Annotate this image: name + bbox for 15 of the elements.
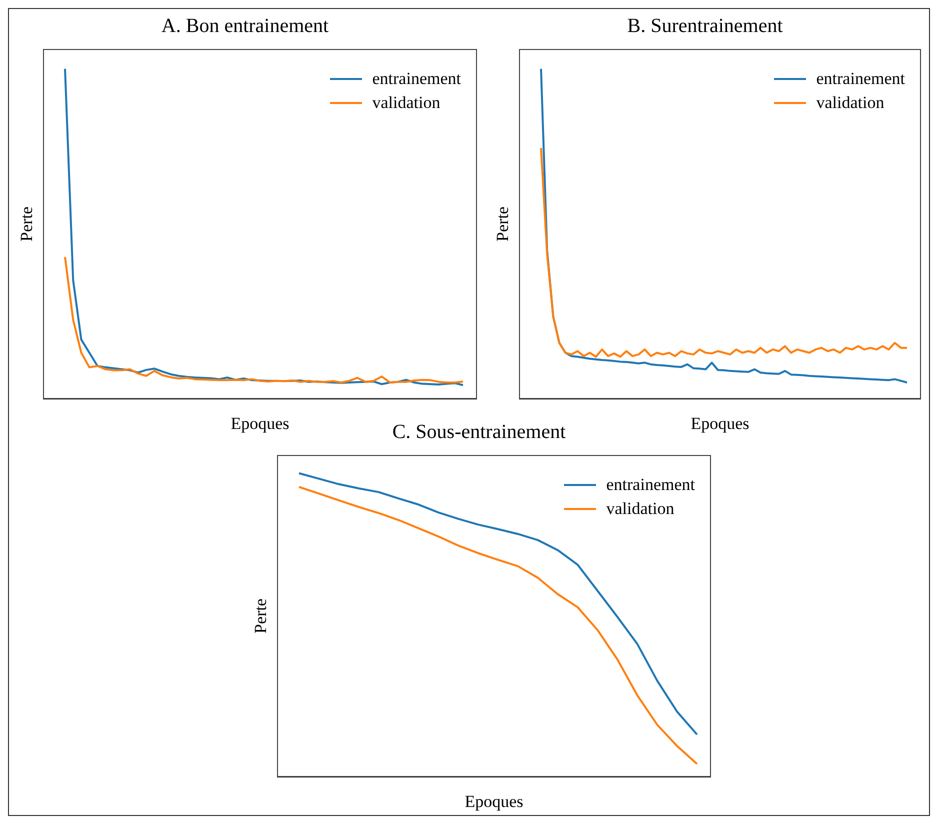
legend-label: validation — [606, 498, 674, 520]
y-axis-title: Perte — [493, 206, 513, 242]
y-axis-title: Perte — [251, 598, 271, 634]
chart-title: B. Surentrainement — [626, 14, 784, 39]
x-axis-title: Epoques — [230, 414, 290, 433]
chart-title: C. Sous-entrainement — [392, 421, 566, 443]
legend-label: entrainement — [816, 68, 905, 90]
y-axis-title: Perte — [17, 206, 37, 242]
x-axis-title: Epoques — [464, 792, 524, 811]
legend-label: validation — [816, 92, 884, 114]
legend-label: validation — [372, 92, 440, 114]
legend-label: entrainement — [606, 474, 695, 496]
legend-label: entrainement — [372, 68, 461, 90]
x-axis-title: Epoques — [690, 414, 750, 433]
chart-title: A. Bon entrainement — [160, 14, 330, 39]
